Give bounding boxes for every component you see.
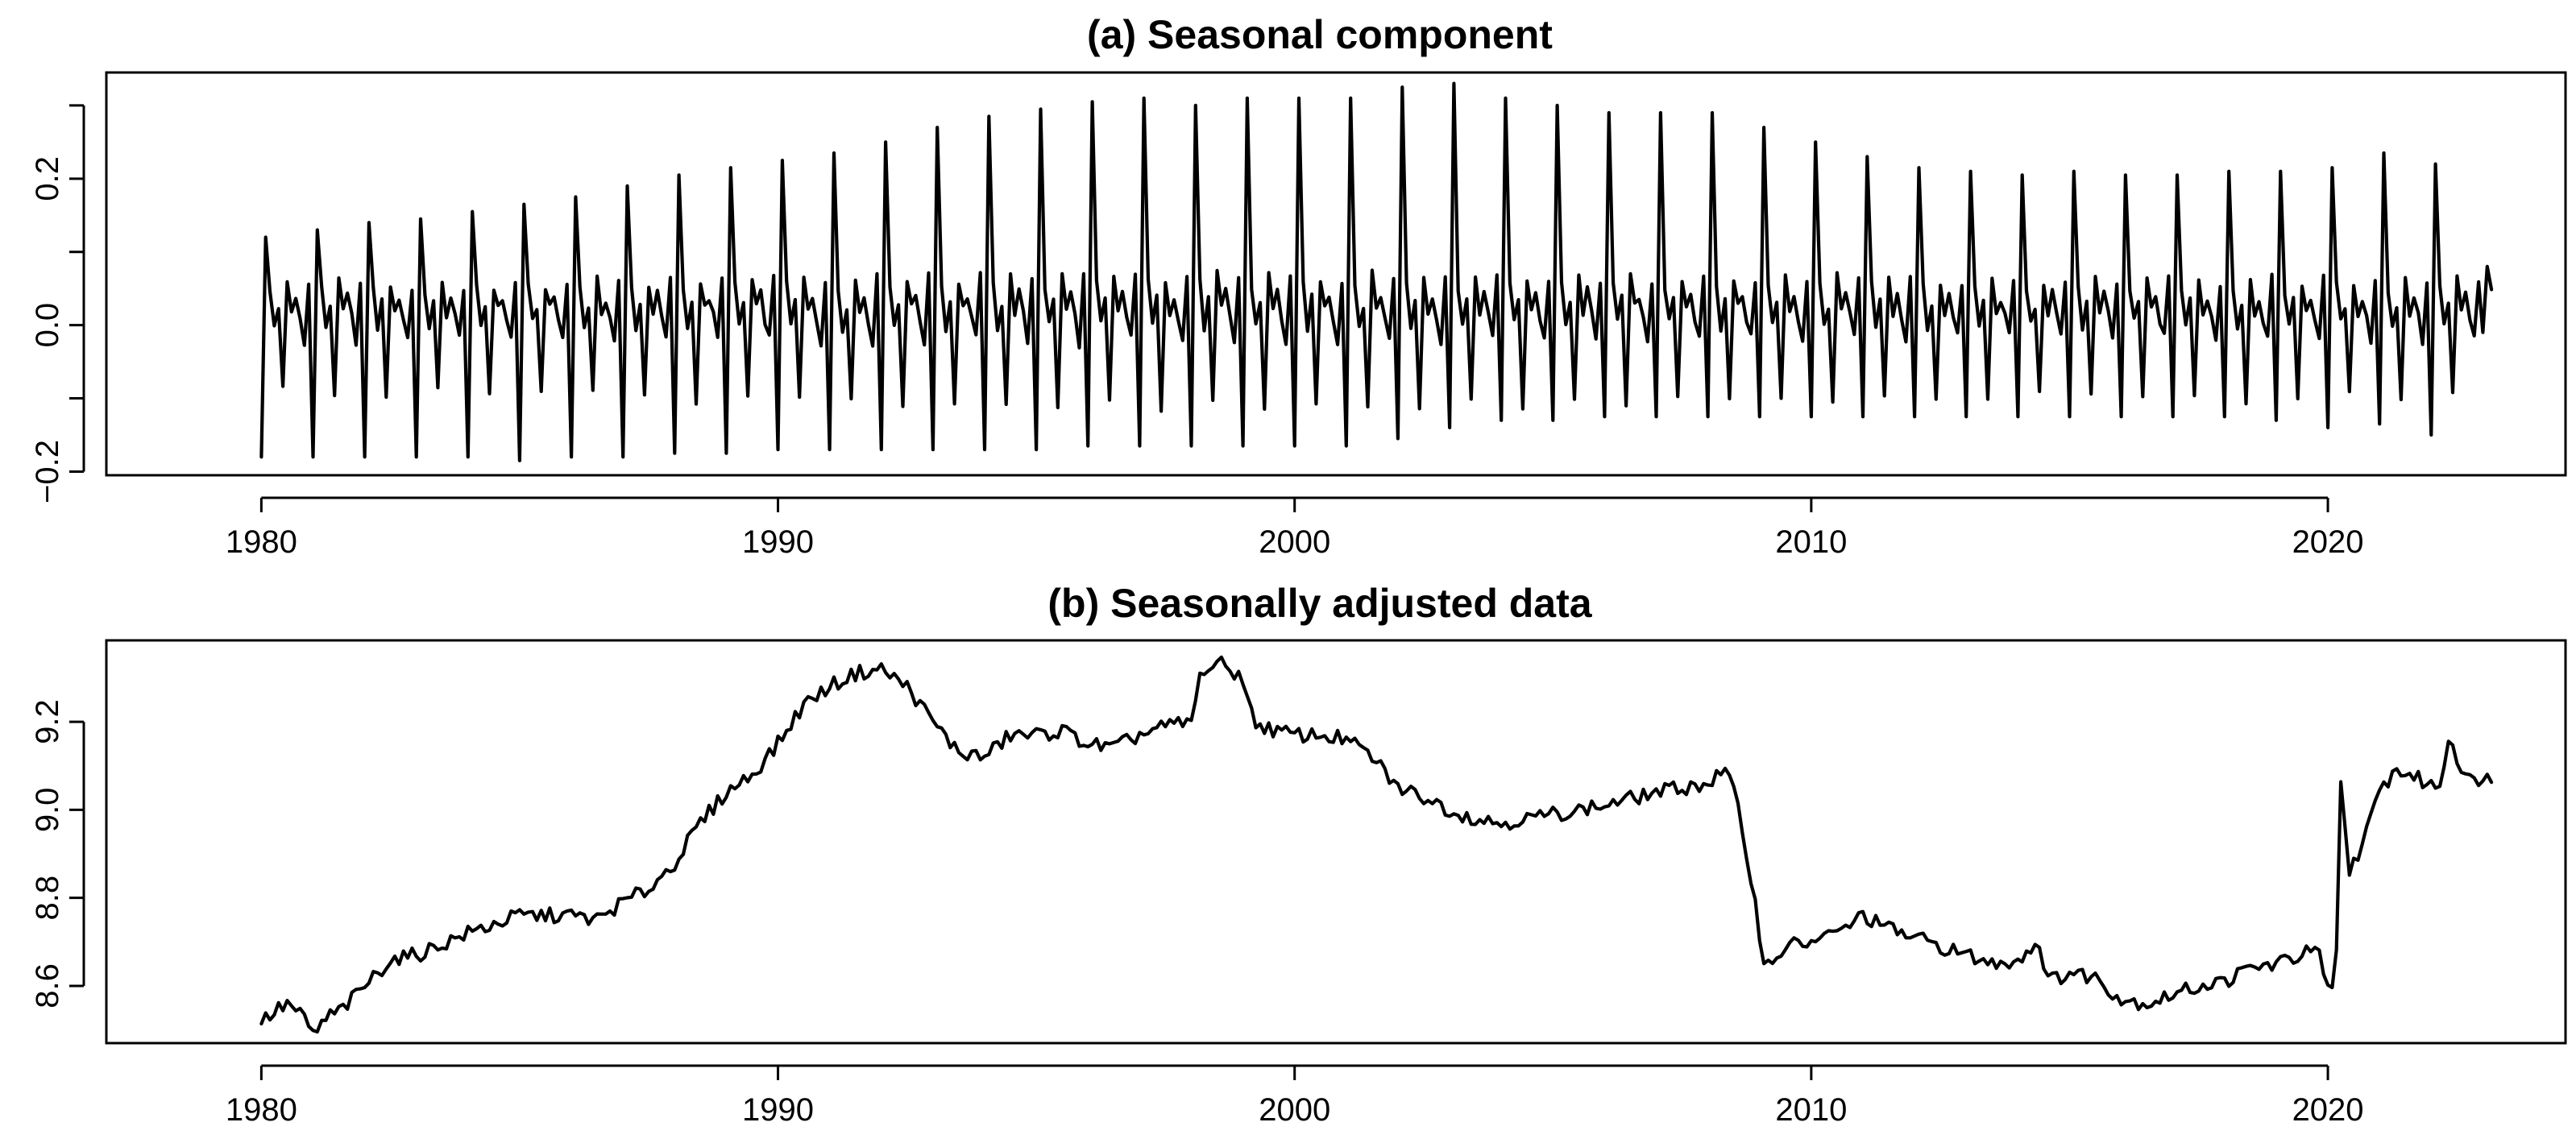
x-tick-label: 1990: [742, 1092, 814, 1128]
panel-title: (b) Seasonally adjusted data: [1047, 581, 1592, 626]
x-tick-label: 2000: [1259, 1092, 1330, 1128]
x-tick-label: 2020: [2292, 524, 2364, 560]
y-tick-label: 0.2: [30, 156, 65, 201]
seasonal-component-line: [259, 81, 2494, 462]
y-axis: −0.2 0.0 0.2: [30, 104, 85, 503]
x-axis: 1980 1990 2000 2010 2020: [226, 496, 2364, 560]
plot-frame: [105, 71, 2567, 477]
x-tick-label: 1990: [742, 524, 814, 560]
y-tick-label: −0.2: [30, 440, 65, 503]
y-tick-label: 0.0: [30, 303, 65, 348]
y-tick-label: 8.6: [30, 963, 65, 1008]
panel-title: (a) Seasonal component: [1087, 12, 1553, 57]
x-tick-label: 2000: [1259, 524, 1330, 560]
x-tick-label: 1980: [226, 524, 297, 560]
seasonally-adjusted-line: [259, 655, 2494, 1034]
x-tick-label: 1980: [226, 1092, 297, 1128]
y-tick-label: 9.2: [30, 699, 65, 744]
x-tick-label: 2010: [1775, 1092, 1847, 1128]
x-tick-label: 2020: [2292, 1092, 2364, 1128]
y-axis: 8.6 8.8 9.0 9.2: [30, 699, 85, 1008]
plot-frame: [105, 639, 2567, 1045]
seasonal-component-panel: (a) Seasonal component 1980 1990 2000 2010 2…: [30, 12, 2567, 560]
seasonally-adjusted-panel: (b) Seasonally adjusted data 1980 1990 200…: [30, 581, 2567, 1128]
y-tick-label: 8.8: [30, 876, 65, 921]
y-tick-label: 9.0: [30, 788, 65, 833]
x-axis: 1980 1990 2000 2010 2020: [226, 1064, 2364, 1128]
x-tick-label: 2010: [1775, 524, 1847, 560]
